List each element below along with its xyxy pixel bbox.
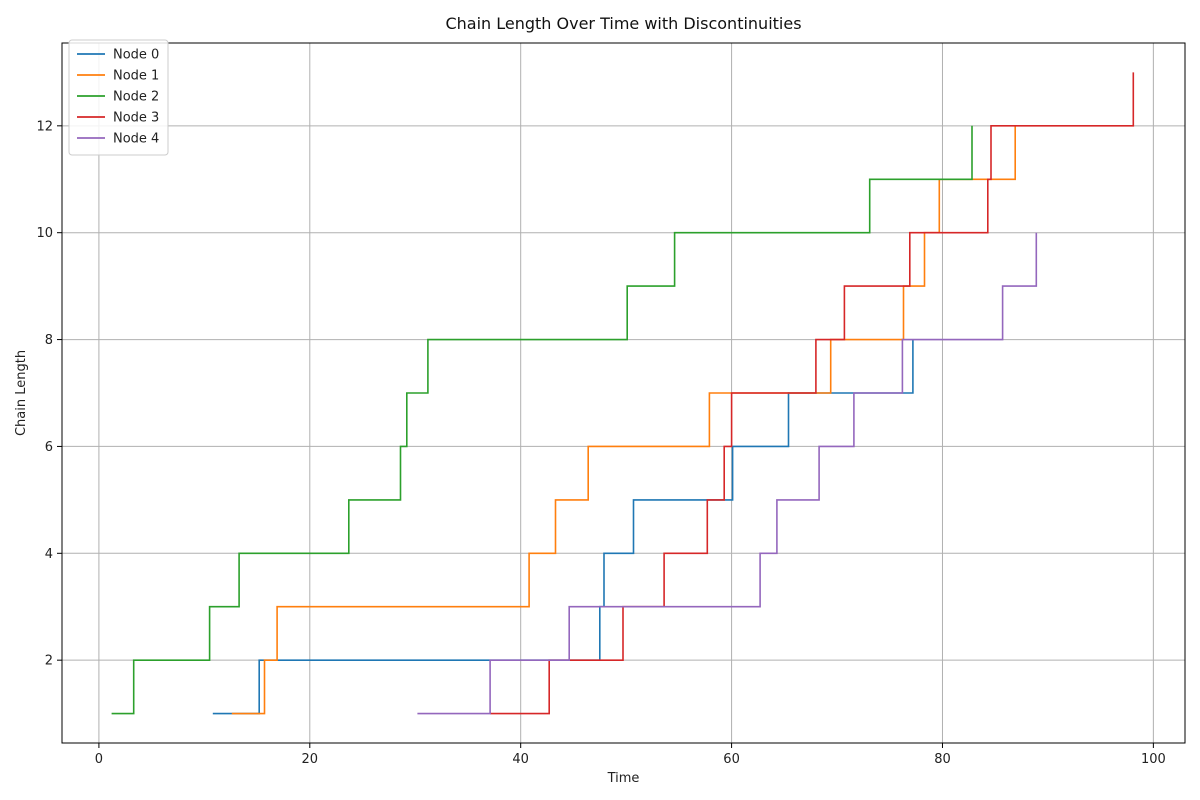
series-lines xyxy=(111,72,1135,715)
x-tick-label: 20 xyxy=(302,752,319,767)
y-axis-label: Chain Length xyxy=(14,350,29,436)
x-tick-label: 80 xyxy=(934,752,951,767)
plot-area-frame xyxy=(61,42,1186,744)
y-tick-label: 8 xyxy=(45,333,53,348)
x-tick-label: 0 xyxy=(95,752,103,767)
y-tick-label: 10 xyxy=(36,226,53,241)
x-tick-label: 40 xyxy=(512,752,529,767)
legend-label: Node 2 xyxy=(113,90,159,105)
legend-label: Node 0 xyxy=(113,48,159,63)
legend-label: Node 1 xyxy=(113,69,159,84)
legend: Node 0 Node 1 Node 2 Node 3 Node 4 xyxy=(68,39,169,156)
series-line-node-4 xyxy=(417,232,1038,715)
y-tick-label: 12 xyxy=(36,119,53,134)
series-line-node-2 xyxy=(111,125,973,715)
chart-title: Chain Length Over Time with Discontinuit… xyxy=(445,14,801,33)
x-axis-label: Time xyxy=(607,771,640,786)
x-tick-label: 100 xyxy=(1141,752,1166,767)
axis-ticks: 0 20 40 60 80 100 2 4 6 8 10 12 xyxy=(36,119,1165,767)
legend-label: Node 4 xyxy=(113,132,159,147)
legend-box xyxy=(68,39,169,156)
y-tick-label: 6 xyxy=(45,440,53,455)
x-tick-label: 60 xyxy=(723,752,740,767)
legend-label: Node 3 xyxy=(113,111,159,126)
y-tick-label: 2 xyxy=(45,654,53,669)
series-line-node-0 xyxy=(212,339,914,715)
y-tick-label: 4 xyxy=(45,547,53,562)
